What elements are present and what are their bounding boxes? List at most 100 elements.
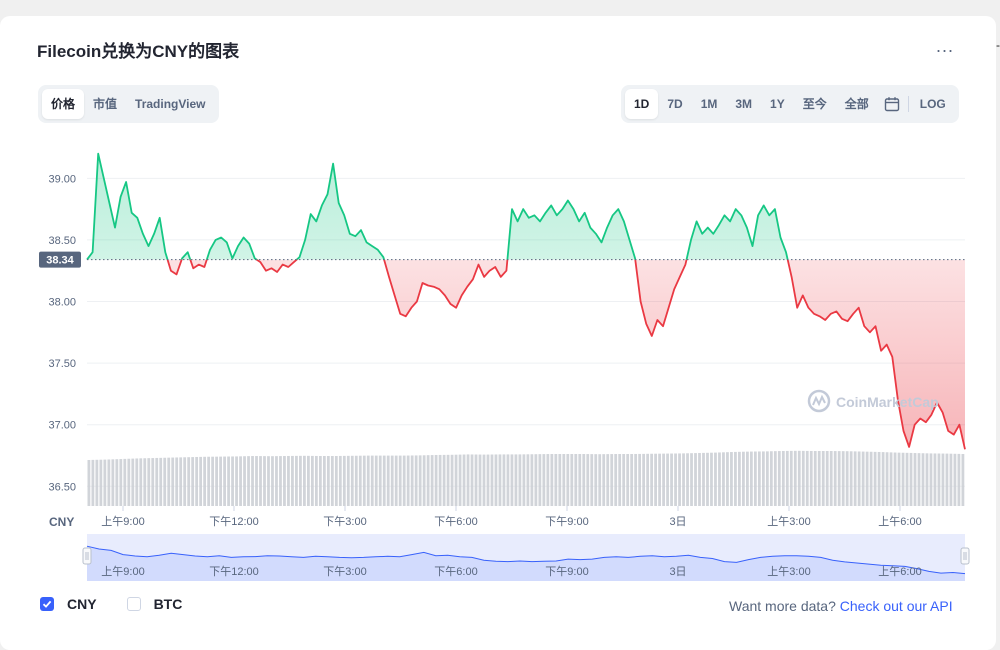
volume-bar	[606, 454, 610, 506]
legend-label-cny: CNY	[67, 596, 97, 612]
volume-bar	[510, 454, 514, 506]
volume-bar	[95, 459, 99, 506]
volume-bar	[825, 451, 829, 506]
page-title: Filecoin兑换为CNY的图表	[37, 42, 240, 61]
range-ytd[interactable]: 至今	[802, 97, 827, 111]
volume-bar	[929, 453, 933, 506]
volume-bar	[618, 454, 622, 506]
volume-bar	[738, 451, 741, 506]
tab-market-cap[interactable]: 市值	[93, 97, 118, 111]
volume-bar	[346, 455, 350, 506]
volume-bar	[590, 454, 594, 506]
volume-bar	[366, 455, 370, 506]
volume-bar	[410, 455, 414, 506]
volume-bar	[582, 454, 586, 506]
volume-bar	[522, 454, 526, 506]
volume-bar	[314, 455, 318, 506]
volume-bar	[207, 456, 211, 506]
volume-bar	[678, 453, 681, 506]
volume-bar	[857, 451, 861, 506]
volume-bar	[243, 456, 246, 506]
volume-bar	[123, 458, 127, 506]
volume-bar	[450, 454, 454, 506]
price-line-up	[86, 152, 789, 260]
divider	[907, 96, 909, 112]
volume-bar	[953, 453, 957, 506]
volume-bar	[307, 455, 310, 506]
volume-bar	[610, 454, 614, 506]
volume-bar	[394, 455, 398, 506]
x-tick-label: 上午6:00	[878, 515, 921, 528]
volume-bar	[482, 454, 486, 506]
volume-bar	[773, 451, 777, 506]
navigator-handle-left[interactable]	[82, 547, 92, 565]
volume-bar	[714, 452, 717, 506]
volume-bar	[694, 453, 697, 506]
volume-bar	[670, 453, 673, 506]
volume-bar	[231, 456, 234, 506]
volume-bar	[861, 451, 865, 506]
volume-bar	[765, 451, 769, 506]
tab-tradingview[interactable]: TradingView	[135, 97, 206, 111]
volume-bar	[594, 454, 598, 506]
tab-price[interactable]: 价格	[42, 89, 85, 119]
volume-bar	[945, 453, 949, 506]
volume-bar	[271, 456, 274, 506]
cny-checkbox[interactable]	[40, 597, 54, 611]
volume-bar	[578, 454, 582, 506]
volume-bar	[542, 454, 546, 506]
range-1m[interactable]: 1M	[700, 97, 718, 111]
volume-bar	[386, 455, 390, 506]
volume-bar	[131, 458, 135, 506]
y-tick-label: 37.00	[48, 420, 76, 432]
volume-bar	[869, 451, 873, 506]
volume-bar	[418, 455, 422, 506]
volume-bar	[873, 451, 877, 506]
volume-bar	[127, 458, 131, 506]
volume-bar	[538, 454, 542, 506]
volume-bar	[303, 455, 306, 506]
volume-bar	[566, 454, 570, 506]
range-7d[interactable]: 7D	[667, 97, 683, 111]
x-tick-label: 上午9:00	[101, 515, 144, 528]
volume-bar	[789, 450, 793, 506]
volume-bar	[334, 455, 338, 506]
volume-bar	[630, 454, 634, 506]
volume-bar	[195, 456, 199, 506]
more-options-button[interactable]: ...	[936, 36, 955, 56]
volume-bar	[598, 454, 602, 506]
range-1y[interactable]: 1Y	[770, 97, 785, 111]
volume-bar	[889, 452, 893, 506]
volume-bar	[370, 455, 374, 506]
volume-bar	[917, 453, 921, 506]
volume-bar	[638, 453, 642, 506]
api-link[interactable]: Check out our API	[839, 598, 953, 614]
volume-bar	[742, 451, 745, 506]
range-all[interactable]: 全部	[844, 97, 869, 111]
volume-bar	[710, 452, 713, 506]
volume-bar	[155, 457, 159, 506]
volume-bar	[470, 454, 474, 506]
volume-bar	[342, 455, 346, 506]
range-3m[interactable]: 3M	[735, 97, 753, 111]
edge-mark: -	[996, 38, 1000, 52]
volume-bar	[446, 454, 450, 506]
volume-bar	[398, 455, 402, 506]
range-navigator[interactable]: 上午9:00 下午12:00 下午3:00 下午6:00 下午9:00 3日 上午3:00 上…	[82, 534, 970, 581]
calendar-icon[interactable]	[878, 89, 906, 119]
btc-checkbox[interactable]	[126, 597, 141, 611]
volume-bar	[299, 455, 302, 506]
volume-bar	[490, 454, 494, 506]
navigator-handle-right[interactable]	[960, 547, 970, 565]
range-1d[interactable]: 1D	[625, 89, 659, 119]
log-scale-toggle[interactable]: LOG	[919, 97, 946, 111]
volume-bar	[586, 454, 590, 506]
volume-bar	[223, 456, 226, 506]
volume-bar	[486, 454, 490, 506]
reference-value-label: 38.34	[46, 255, 74, 267]
currency-axis-label: CNY	[49, 515, 74, 529]
volume-bar	[530, 454, 534, 506]
volume-bar	[434, 454, 438, 506]
volume-bar	[877, 451, 881, 506]
volume-bar	[227, 456, 230, 506]
